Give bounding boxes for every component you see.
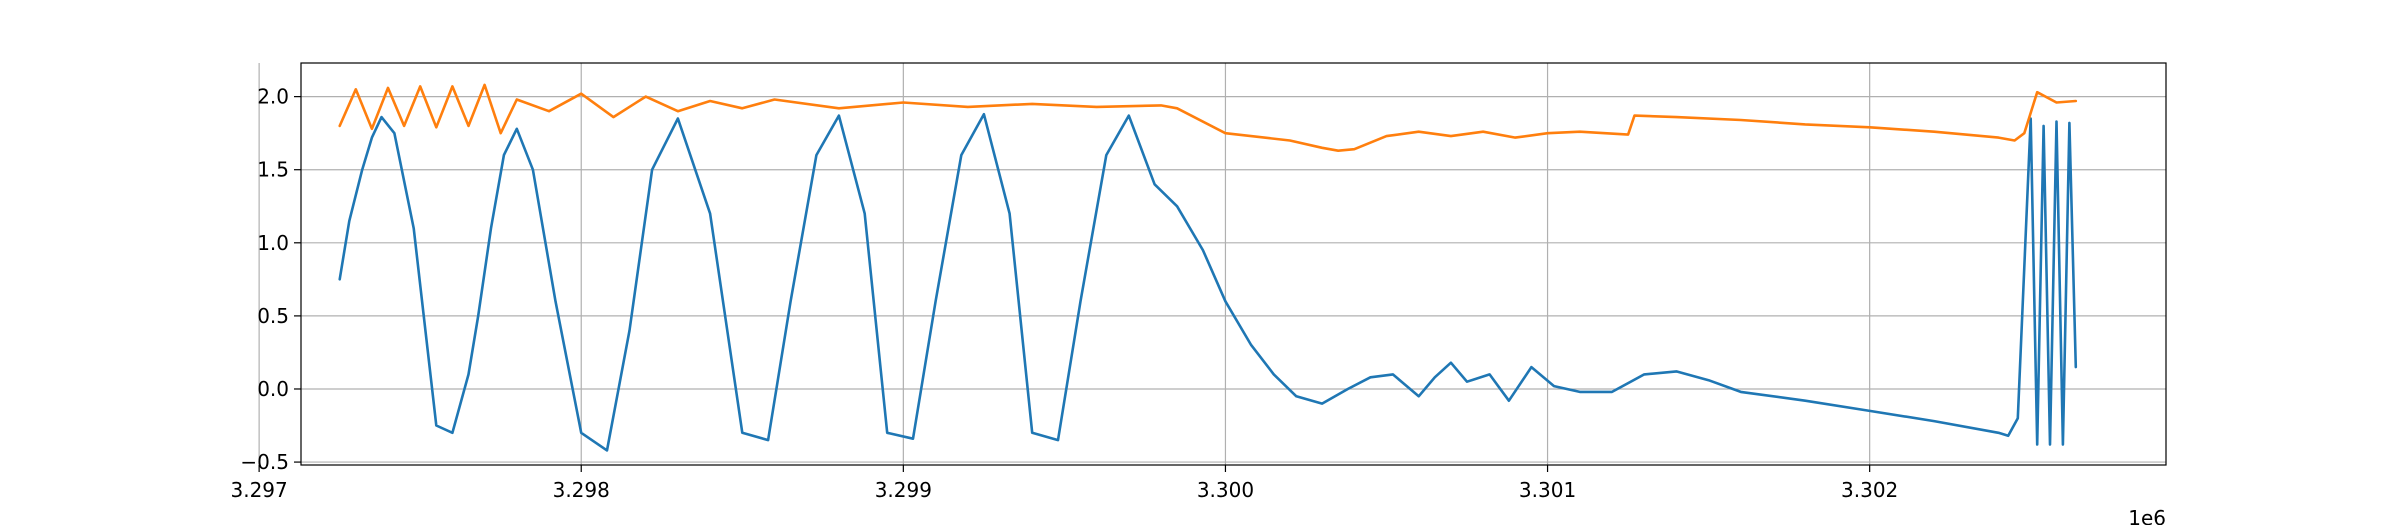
x-tick-label: 3.302 xyxy=(1841,478,1898,502)
x-tick-label: 3.299 xyxy=(875,478,932,502)
series-line-2 xyxy=(338,83,2078,152)
y-tick-label: 1.5 xyxy=(257,158,289,182)
x-tick-label: 3.297 xyxy=(230,478,287,502)
axis-ticks: 3.297 3.298 3.299 3.300 3.301 3.302 −0.5 0.0 0.5… xyxy=(230,85,1898,502)
y-tick-label: 1.0 xyxy=(257,231,289,255)
x-tick-label: 3.300 xyxy=(1197,478,1254,502)
y-tick-label: 2.0 xyxy=(257,85,289,109)
series-line-1 xyxy=(338,112,2078,452)
x-tick-label: 3.298 xyxy=(553,478,610,502)
grid xyxy=(258,63,2166,465)
y-tick-label: 0.5 xyxy=(257,304,289,328)
y-tick-label: 0.0 xyxy=(257,377,289,401)
plot-series xyxy=(338,83,2078,452)
axes-frame xyxy=(300,62,2167,466)
x-offset-label: 1e6 xyxy=(2128,506,2166,525)
y-tick-label: −0.5 xyxy=(240,450,289,474)
x-tick-label: 3.301 xyxy=(1519,478,1576,502)
